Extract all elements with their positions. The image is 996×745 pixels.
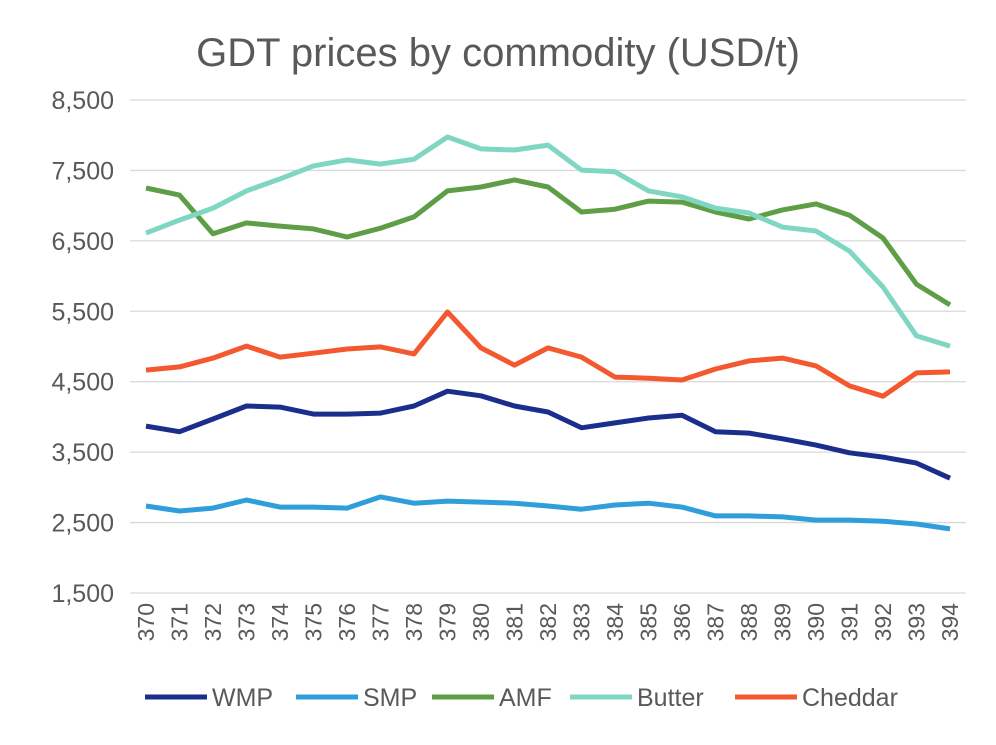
legend-label: SMP: [363, 684, 417, 712]
y-tick-label: 8,500: [51, 87, 114, 115]
series-line-cheddar: [145, 309, 951, 399]
y-tick-label: 4,500: [51, 369, 114, 397]
x-tick-label: 376: [334, 603, 360, 641]
x-tick-label: 390: [803, 603, 829, 641]
legend-label: Butter: [637, 684, 704, 712]
legend-label: Cheddar: [802, 684, 898, 712]
x-tick-label: 391: [837, 603, 863, 641]
x-tick-label: 380: [468, 603, 494, 641]
y-tick-label: 2,500: [51, 510, 114, 538]
series-line-smp: [145, 494, 951, 532]
legend-label: WMP: [212, 684, 273, 712]
x-tick-label: 385: [636, 603, 662, 641]
series-lines: [145, 134, 952, 532]
y-tick-label: 6,500: [51, 228, 114, 256]
x-tick-label: 393: [904, 603, 930, 641]
legend-label: AMF: [499, 684, 552, 712]
x-tick-label: 371: [167, 603, 193, 641]
x-tick-label: 379: [435, 603, 461, 641]
x-tick-label: 378: [401, 603, 427, 641]
series-line-wmp: [145, 388, 952, 481]
series-line-butter: [145, 134, 951, 349]
x-tick-label: 375: [301, 603, 327, 641]
y-tick-label: 5,500: [51, 298, 114, 326]
legend-item-amf: AMF: [432, 684, 552, 712]
x-tick-label: 388: [736, 603, 762, 641]
y-tick-label: 7,500: [51, 157, 114, 185]
legend-item-cheddar: Cheddar: [735, 684, 898, 712]
y-axis-tick-labels: 1,500 2,500 3,500 4,500 5,500 6,500 7,500 8,500: [51, 87, 114, 608]
legend-item-butter: Butter: [570, 684, 704, 712]
x-tick-label: 374: [267, 603, 293, 642]
x-tick-label: 389: [770, 603, 796, 641]
x-tick-label: 370: [133, 603, 159, 641]
x-tick-label: 384: [602, 603, 628, 642]
y-tick-label: 3,500: [51, 439, 114, 467]
y-tick-label: 1,500: [51, 580, 114, 608]
x-tick-label: 386: [669, 603, 695, 641]
x-tick-label: 373: [234, 603, 260, 641]
x-tick-label: 377: [368, 603, 394, 641]
x-axis-tick-labels: 370 371 372 373 374 375 376 377 378 379 380 381 382 3…: [133, 603, 963, 642]
x-tick-label: 387: [703, 603, 729, 641]
x-tick-label: 372: [200, 603, 226, 641]
x-tick-label: 392: [870, 603, 896, 641]
legend-item-smp: SMP: [296, 684, 417, 712]
chart-title: GDT prices by commodity (USD/t): [196, 31, 800, 75]
x-tick-label: 394: [937, 603, 963, 642]
legend: WMP SMP AMF Butter Cheddar: [145, 684, 898, 712]
x-tick-label: 382: [535, 603, 561, 641]
legend-item-wmp: WMP: [145, 684, 273, 712]
x-tick-label: 381: [502, 603, 528, 641]
series-line-amf: [145, 177, 952, 308]
gridlines: [130, 99, 966, 594]
x-tick-label: 383: [569, 603, 595, 641]
